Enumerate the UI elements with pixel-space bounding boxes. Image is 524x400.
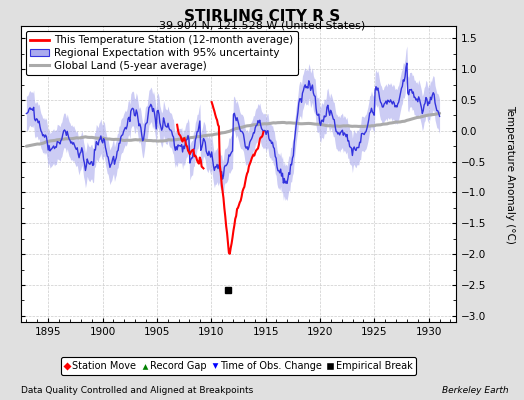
Y-axis label: Temperature Anomaly (°C): Temperature Anomaly (°C): [506, 104, 516, 244]
Legend: Station Move, Record Gap, Time of Obs. Change, Empirical Break: Station Move, Record Gap, Time of Obs. C…: [61, 357, 416, 375]
Text: STIRLING CITY R S: STIRLING CITY R S: [184, 9, 340, 24]
Text: Data Quality Controlled and Aligned at Breakpoints: Data Quality Controlled and Aligned at B…: [21, 386, 253, 395]
Text: 39.904 N, 121.528 W (United States): 39.904 N, 121.528 W (United States): [159, 21, 365, 31]
Text: Berkeley Earth: Berkeley Earth: [442, 386, 508, 395]
